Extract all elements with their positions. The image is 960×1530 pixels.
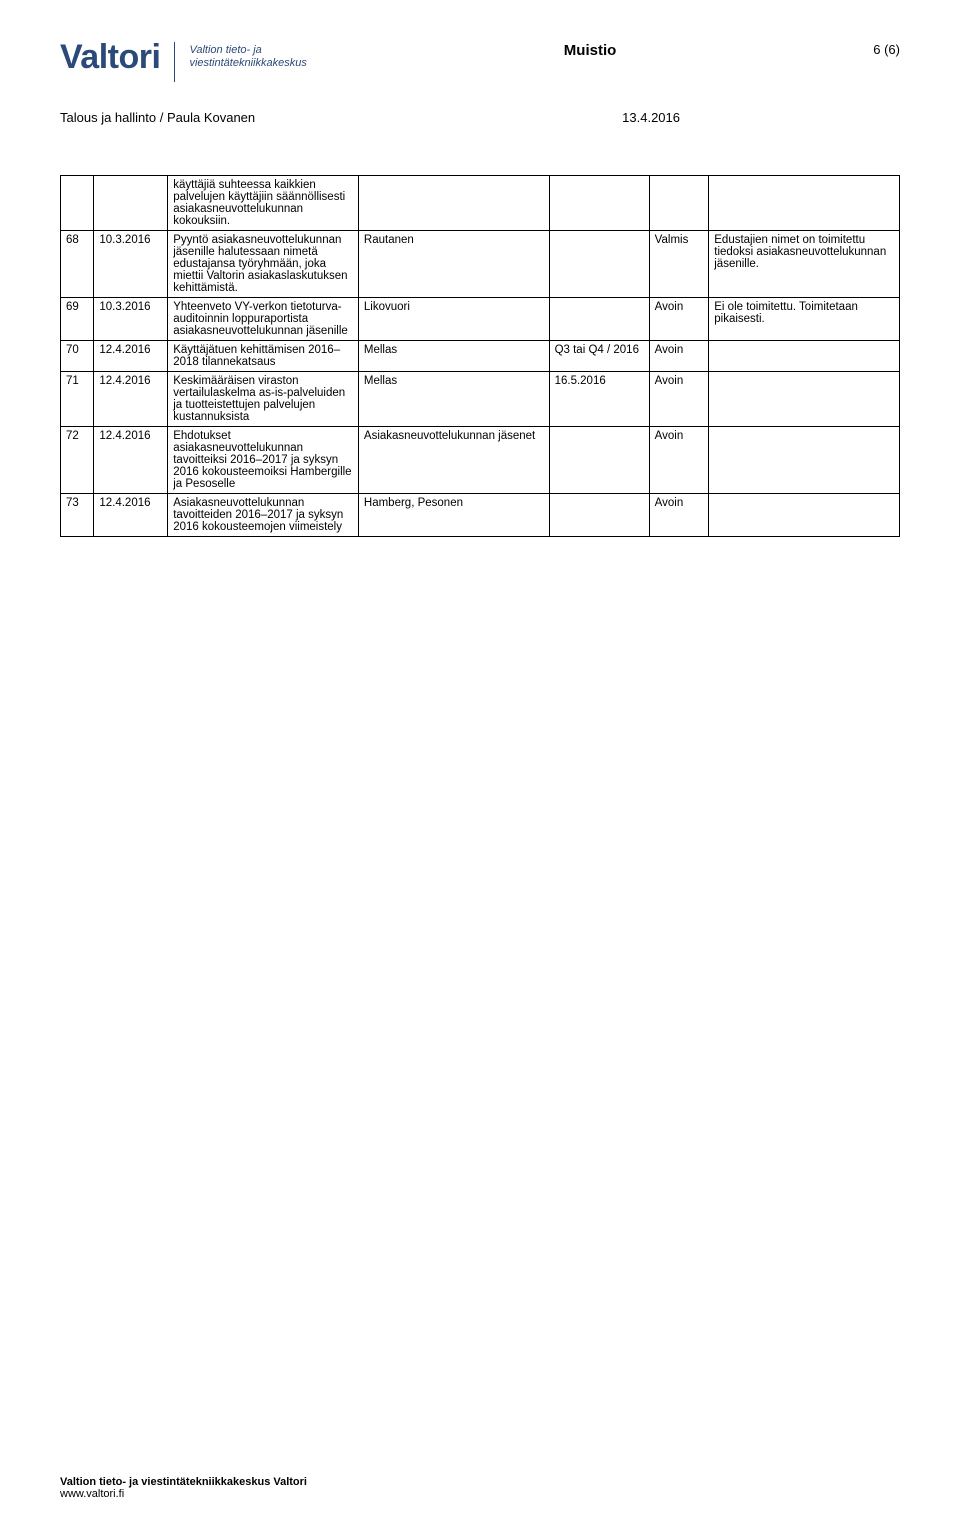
logo-sub-line1: Valtion tieto- ja	[189, 44, 306, 57]
table-row: 71 12.4.2016 Keskimääräisen viraston ver…	[61, 372, 900, 427]
cell-note	[709, 372, 900, 427]
cell-date: 10.3.2016	[94, 231, 168, 298]
footer: Valtion tieto- ja viestintätekniikkakesk…	[60, 1476, 307, 1500]
cell-resp	[358, 176, 549, 231]
table-row: 68 10.3.2016 Pyyntö asiakasneuvottelukun…	[61, 231, 900, 298]
cell-due: 16.5.2016	[549, 372, 649, 427]
table-row: 73 12.4.2016 Asiakasneuvottelukunnan tav…	[61, 494, 900, 537]
cell-due	[549, 231, 649, 298]
footer-url: www.valtori.fi	[60, 1488, 307, 1500]
cell-idx: 73	[61, 494, 94, 537]
cell-note	[709, 341, 900, 372]
table-row: 69 10.3.2016 Yhteenveto VY-verkon tietot…	[61, 298, 900, 341]
cell-desc: Keskimääräisen viraston vertailulaskelma…	[168, 372, 359, 427]
cell-due	[549, 427, 649, 494]
logo-subtitle: Valtion tieto- ja viestintätekniikkakesk…	[189, 44, 306, 70]
table-row: 70 12.4.2016 Käyttäjätuen kehittämisen 2…	[61, 341, 900, 372]
logo-divider	[174, 42, 175, 82]
cell-desc: Asiakasneuvottelukunnan tavoitteiden 201…	[168, 494, 359, 537]
cell-idx: 70	[61, 341, 94, 372]
cell-resp: Mellas	[358, 372, 549, 427]
cell-resp: Rautanen	[358, 231, 549, 298]
subheader-row: Talous ja hallinto / Paula Kovanen 13.4.…	[60, 110, 900, 125]
cell-due: Q3 tai Q4 / 2016	[549, 341, 649, 372]
footer-org: Valtion tieto- ja viestintätekniikkakesk…	[60, 1476, 307, 1488]
cell-desc: Käyttäjätuen kehittämisen 2016–2018 tila…	[168, 341, 359, 372]
cell-status: Avoin	[649, 427, 709, 494]
page-container: Valtori Valtion tieto- ja viestintätekni…	[0, 0, 960, 1530]
cell-status: Avoin	[649, 494, 709, 537]
table-row: 72 12.4.2016 Ehdotukset asiakasneuvottel…	[61, 427, 900, 494]
header-row: Valtori Valtion tieto- ja viestintätekni…	[60, 38, 900, 82]
cell-date: 12.4.2016	[94, 494, 168, 537]
logo-main: Valtori	[60, 38, 160, 77]
logo-sub-line2: viestintätekniikkakeskus	[189, 57, 306, 70]
subheader-left: Talous ja hallinto / Paula Kovanen	[60, 110, 255, 125]
cell-resp: Hamberg, Pesonen	[358, 494, 549, 537]
cell-status: Avoin	[649, 372, 709, 427]
cell-date: 12.4.2016	[94, 341, 168, 372]
cell-note	[709, 176, 900, 231]
cell-status: Avoin	[649, 298, 709, 341]
cell-status	[649, 176, 709, 231]
logo-block: Valtori Valtion tieto- ja viestintätekni…	[60, 38, 307, 82]
cell-idx: 71	[61, 372, 94, 427]
cell-idx: 72	[61, 427, 94, 494]
cell-date: 12.4.2016	[94, 427, 168, 494]
page-number: 6 (6)	[873, 42, 900, 57]
cell-date	[94, 176, 168, 231]
cell-date: 12.4.2016	[94, 372, 168, 427]
cell-idx: 68	[61, 231, 94, 298]
cell-idx	[61, 176, 94, 231]
cell-idx: 69	[61, 298, 94, 341]
cell-note: Ei ole toimitettu. Toimitetaan pikaisest…	[709, 298, 900, 341]
doc-title: Muistio	[564, 42, 617, 59]
cell-due	[549, 298, 649, 341]
cell-date: 10.3.2016	[94, 298, 168, 341]
cell-desc: käyttäjiä suhteessa kaikkien palvelujen …	[168, 176, 359, 231]
cell-note	[709, 427, 900, 494]
cell-due	[549, 494, 649, 537]
cell-status: Valmis	[649, 231, 709, 298]
cell-desc: Yhteenveto VY-verkon tietoturva-auditoin…	[168, 298, 359, 341]
subheader-date: 13.4.2016	[622, 110, 680, 125]
cell-status: Avoin	[649, 341, 709, 372]
cell-desc: Pyyntö asiakasneuvottelukunnan jäsenille…	[168, 231, 359, 298]
cell-note: Edustajien nimet on toimitettu tiedoksi …	[709, 231, 900, 298]
cell-note	[709, 494, 900, 537]
cell-resp: Asiakasneuvottelukunnan jäsenet	[358, 427, 549, 494]
cell-resp: Mellas	[358, 341, 549, 372]
table-row: käyttäjiä suhteessa kaikkien palvelujen …	[61, 176, 900, 231]
cell-due	[549, 176, 649, 231]
cell-resp: Likovuori	[358, 298, 549, 341]
cell-desc: Ehdotukset asiakasneuvottelukunnan tavoi…	[168, 427, 359, 494]
data-table: käyttäjiä suhteessa kaikkien palvelujen …	[60, 175, 900, 537]
